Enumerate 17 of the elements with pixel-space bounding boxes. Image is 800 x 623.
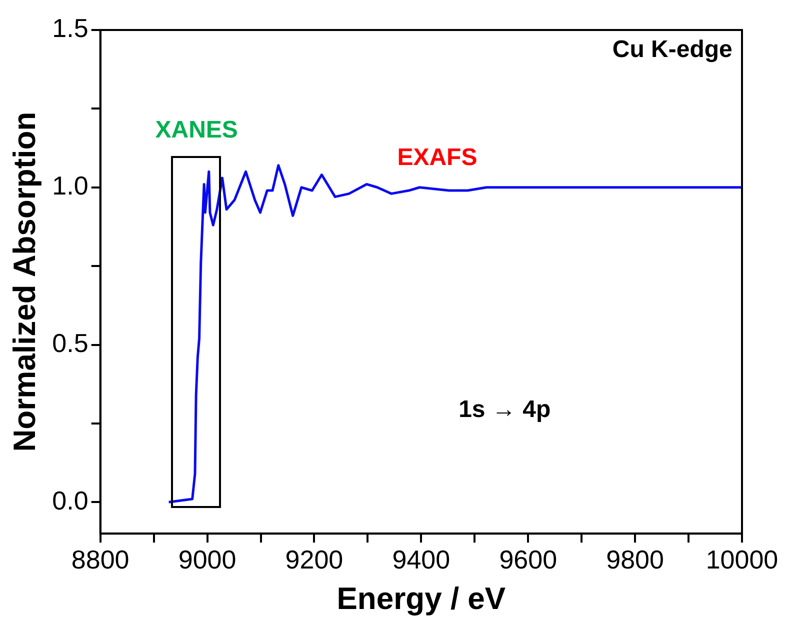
x-tick-label: 9200 — [285, 544, 344, 574]
x-tick-label: 9800 — [606, 544, 664, 574]
annotation: XANES — [155, 116, 238, 144]
x-tick-label: 9400 — [392, 544, 450, 574]
x-tick-label: 9000 — [178, 544, 236, 574]
y-tick-label: 1.5 — [52, 13, 88, 44]
y-tick-label: 0.5 — [52, 328, 88, 358]
annotation: Cu K-edge — [612, 36, 732, 63]
x-tick-label: 10000 — [706, 544, 778, 574]
x-axis-title: Energy / eV — [336, 580, 506, 616]
x-tick-label: 9600 — [499, 544, 558, 574]
y-axis-title: Normalized Absorption — [7, 112, 42, 452]
y-tick-label: 0.0 — [52, 485, 88, 516]
y-tick-label: 1.0 — [52, 170, 88, 201]
annotation: 1s → 4p — [458, 396, 551, 423]
annotation: EXAFS — [397, 144, 478, 172]
x-tick-label: 8800 — [71, 544, 130, 574]
